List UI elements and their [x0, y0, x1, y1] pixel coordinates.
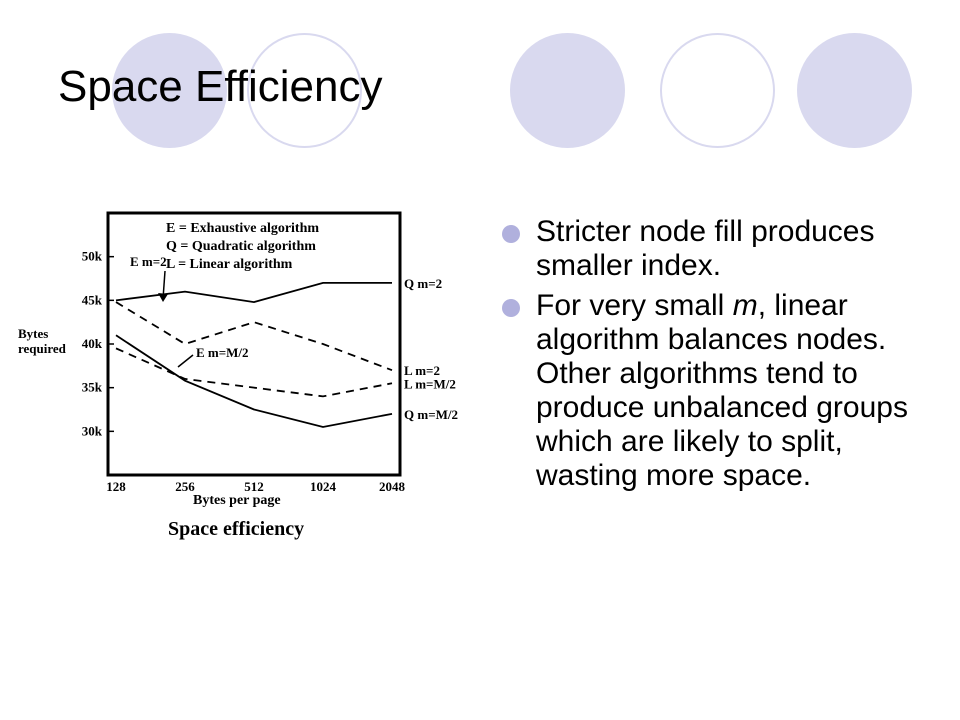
- decor-ring-2: [660, 33, 775, 148]
- y-tick-label: 50k: [82, 249, 103, 264]
- series-line-q-m-2: [115, 281, 392, 303]
- annotation-arrow: [177, 354, 194, 368]
- bullet-dot-icon: [502, 299, 520, 317]
- y-tick-label: 40k: [82, 336, 103, 351]
- bullet-text: Stricter node fill produces smaller inde…: [536, 215, 875, 282]
- y-tick-group: 30k 35k 40k 45k 50k: [82, 249, 114, 438]
- y-tick-label: 35k: [82, 380, 103, 395]
- bullet-item: Stricter node fill produces smaller inde…: [500, 215, 940, 283]
- series-labels: Q m=2 L m=2L m=M/2 Q m=M/2: [404, 276, 458, 422]
- slide-title: Space Efficiency: [58, 62, 383, 111]
- series-label: L m=M/2: [404, 376, 456, 391]
- x-tick-label: 2048: [379, 479, 406, 494]
- series-label: Q m=M/2: [404, 407, 458, 422]
- x-tick-label: 1024: [310, 479, 337, 494]
- x-tick-group: 128 256 512 1024 2048: [106, 479, 405, 494]
- series-label: Q m=2: [404, 276, 442, 291]
- x-tick-label: 256: [175, 479, 195, 494]
- series-label: L m=2: [404, 363, 440, 378]
- bullet-text: , linear algorithm balances nodes. Other…: [536, 289, 908, 492]
- decor-circle-2: [510, 33, 625, 148]
- x-tick-label: 128: [106, 479, 126, 494]
- series-line-l-m-m-2: [115, 347, 393, 398]
- legend-entry: E = Exhaustive algorithm: [166, 221, 319, 236]
- bullet-item: For very small m, linear algorithm balan…: [500, 289, 940, 493]
- decor-circle-1: [112, 33, 227, 148]
- annotation-arrowhead: [158, 293, 168, 302]
- bullet-dot-icon: [502, 225, 520, 243]
- legend-entry: L = Linear algorithm: [166, 257, 293, 272]
- bullet-text: For very small: [536, 289, 733, 322]
- series-lines: [115, 281, 393, 428]
- y-tick-label: 30k: [82, 423, 103, 438]
- bullet-list: Stricter node fill produces smaller inde…: [500, 215, 940, 499]
- bullet-italic-m: m: [732, 289, 758, 322]
- series-line-l-m-2: [115, 301, 393, 372]
- chart-title: Space efficiency: [168, 518, 304, 540]
- annotation-e-mm2: E m=M/2: [196, 345, 249, 360]
- x-tick-label: 512: [244, 479, 264, 494]
- space-efficiency-chart: 30k 35k 40k 45k 50k 128 256 512 1024 2048 Q m=2 L…: [18, 205, 488, 550]
- series-line-q-m-m-2: [115, 334, 393, 428]
- annotation-e-m2: E m=2: [130, 254, 167, 269]
- decor-ring-1: [247, 33, 362, 148]
- y-tick-label: 45k: [82, 292, 103, 307]
- y-axis-label: Bytes required: [18, 326, 67, 356]
- chart-svg: 30k 35k 40k 45k 50k 128 256 512 1024 2048 Q m=2 L…: [18, 211, 458, 540]
- legend-entry: Q = Quadratic algorithm: [166, 239, 316, 254]
- x-axis-label: Bytes per page: [193, 493, 281, 508]
- decor-circle-3: [797, 33, 912, 148]
